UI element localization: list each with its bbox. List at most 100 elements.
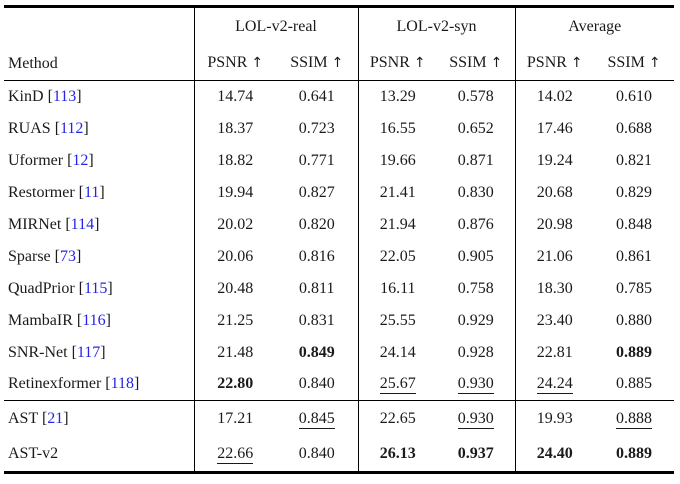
metric-value: 24.14: [379, 343, 416, 361]
metric-value: 0.928: [457, 343, 494, 361]
metric-value: 21.48: [217, 343, 254, 361]
metric-value: 0.880: [616, 311, 653, 329]
psnr-header-syn: PSNR ↑: [358, 45, 437, 81]
method-name: MIRNet: [8, 215, 62, 233]
method-cell: Uformer [12]: [4, 144, 195, 177]
table-header: Method LOL-v2-real LOL-v2-syn Average PS…: [4, 6, 675, 81]
metric-value-cell: 0.831: [276, 304, 359, 337]
metric-value-cell: 0.652: [437, 112, 516, 145]
metric-value-cell: 0.889: [594, 437, 674, 473]
citation-link[interactable]: 112: [60, 119, 84, 137]
method-name: Sparse: [8, 247, 51, 265]
metric-value: 22.80: [217, 375, 254, 393]
metric-value-cell: 24.14: [358, 337, 437, 369]
metric-value-cell: 14.02: [515, 81, 594, 113]
group-header-lol-v2-syn: LOL-v2-syn: [357, 6, 516, 45]
citation-link[interactable]: 115: [83, 279, 108, 297]
metric-header-row: PSNR ↑ SSIM ↑ PSNR ↑ SSIM ↑ PSNR ↑ SSIM …: [4, 45, 674, 81]
method-cell: QuadPrior [115]: [4, 272, 195, 305]
metric-value-cell: 20.68: [515, 177, 594, 209]
up-arrow-icon: ↑: [490, 54, 503, 71]
citation-link[interactable]: 21: [47, 409, 64, 427]
method-cell: SNR-Net [117]: [4, 336, 195, 369]
psnr-header-avg: PSNR ↑: [515, 45, 594, 81]
metric-value-cell: 0.771: [276, 144, 359, 177]
metric-value-cell: 22.81: [515, 337, 594, 369]
metric-value: 0.840: [298, 375, 335, 393]
method-name: AST: [8, 409, 38, 427]
metric-value-cell: 18.37: [194, 113, 276, 145]
metric-label: SSIM: [290, 53, 328, 71]
metric-value: 18.30: [536, 279, 573, 297]
method-column-header: Method: [4, 6, 195, 81]
table-row: MambaIR [116] 21.25 0.831 25.55 0.929 23.40 0.…: [4, 304, 674, 337]
metric-value: 16.11: [380, 279, 416, 297]
method-name: AST-v2: [8, 444, 59, 462]
metric-label: SSIM: [449, 53, 487, 71]
method-name: KinD: [8, 87, 44, 105]
method-cell: Restormer [11]: [4, 176, 195, 209]
group-header-lol-v2-real: LOL-v2-real: [235, 17, 317, 35]
method-cell: AST [21]: [4, 400, 195, 437]
metric-value-cell: 0.723: [276, 112, 359, 145]
metric-value-cell: 20.06: [194, 241, 276, 273]
table-row: KinD [113] 14.74 0.641 13.29 0.578 14.02 0.610: [4, 80, 674, 113]
metric-value: 0.876: [457, 215, 494, 233]
metric-value-cell: 17.46: [515, 113, 594, 145]
method-cell: MambaIR [116]: [4, 304, 195, 337]
metric-value: 21.25: [217, 311, 254, 329]
metric-value: 16.55: [379, 119, 416, 137]
metric-value-cell: 0.871: [437, 144, 516, 177]
metric-value: 0.840: [298, 444, 335, 462]
metric-value-cell: 0.840: [276, 368, 359, 401]
metric-value-cell: 21.06: [515, 241, 594, 273]
citation-link[interactable]: 118: [110, 375, 135, 393]
metric-value: 0.829: [616, 183, 653, 201]
group-header-row: Method LOL-v2-real LOL-v2-syn Average: [4, 6, 675, 81]
metric-value-cell: 25.67: [358, 369, 437, 401]
metric-value-cell: 0.930: [437, 368, 516, 401]
method-name: QuadPrior: [8, 279, 75, 297]
metric-value: 0.652: [457, 119, 494, 137]
citation-link[interactable]: 73: [59, 247, 76, 265]
citation-link[interactable]: 113: [52, 87, 77, 105]
table-row: Sparse [73] 20.06 0.816 22.05 0.905 21.06 0.86…: [4, 240, 674, 273]
table-row: QuadPrior [115] 20.48 0.811 16.11 0.758 18.30…: [4, 272, 674, 305]
metric-value-cell: 18.30: [515, 273, 594, 305]
citation-link[interactable]: 11: [83, 183, 100, 201]
metric-value: 19.24: [536, 151, 573, 169]
method-name: Uformer: [8, 151, 64, 169]
metric-value-cell: 0.758: [437, 272, 516, 305]
citation-link[interactable]: 12: [72, 151, 89, 169]
method-name: RUAS: [8, 119, 51, 137]
up-arrow-icon: ↑: [413, 54, 426, 71]
metric-value-cell: 19.24: [515, 145, 594, 177]
metric-value: 0.811: [299, 279, 335, 297]
table-body: KinD [113] 14.74 0.641 13.29 0.578 14.02 0.610…: [4, 80, 675, 473]
metric-value-cell: 21.94: [358, 209, 437, 241]
metric-value: 0.816: [298, 247, 335, 265]
citation-link[interactable]: 117: [76, 343, 101, 361]
metric-value-cell: 20.02: [194, 209, 276, 241]
table-row: RUAS [112] 18.37 0.723 16.55 0.652 17.46 0.688: [4, 112, 674, 145]
metric-value: 22.81: [536, 343, 573, 361]
metric-value-cell: 0.885: [594, 369, 674, 401]
citation-link[interactable]: 114: [70, 215, 95, 233]
metric-value-cell: 0.930: [437, 400, 516, 437]
metric-value-cell: 0.785: [594, 273, 674, 305]
metric-label: PSNR: [207, 53, 248, 71]
citation-link[interactable]: 116: [82, 311, 106, 329]
metric-value-cell: 19.94: [194, 177, 276, 209]
metric-value: 18.37: [217, 119, 254, 137]
metric-value: 0.827: [298, 183, 335, 201]
metric-value: 24.24: [536, 375, 573, 395]
metric-value-cell: 0.830: [437, 176, 516, 209]
metric-value-cell: 0.821: [594, 145, 674, 177]
metric-value-cell: 0.641: [276, 80, 359, 113]
method-cell: RUAS [112]: [4, 112, 195, 145]
metric-value-cell: 20.98: [515, 209, 594, 241]
metric-value-cell: 0.827: [276, 176, 359, 209]
method-cell: Retinexformer [118]: [4, 368, 195, 401]
metric-value-cell: 22.66: [194, 437, 276, 473]
